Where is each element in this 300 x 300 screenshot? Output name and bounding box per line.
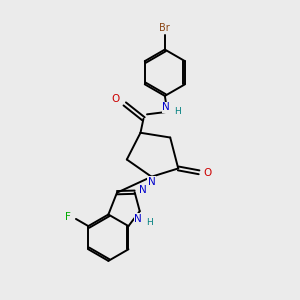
Text: H: H (174, 107, 181, 116)
Text: N: N (134, 214, 142, 224)
Text: N: N (148, 177, 155, 187)
Text: F: F (65, 212, 70, 223)
Text: N: N (139, 185, 147, 195)
Text: O: O (112, 94, 120, 104)
Text: O: O (203, 168, 211, 178)
Text: N: N (163, 103, 170, 112)
Text: Br: Br (160, 23, 170, 33)
Text: H: H (146, 218, 153, 227)
